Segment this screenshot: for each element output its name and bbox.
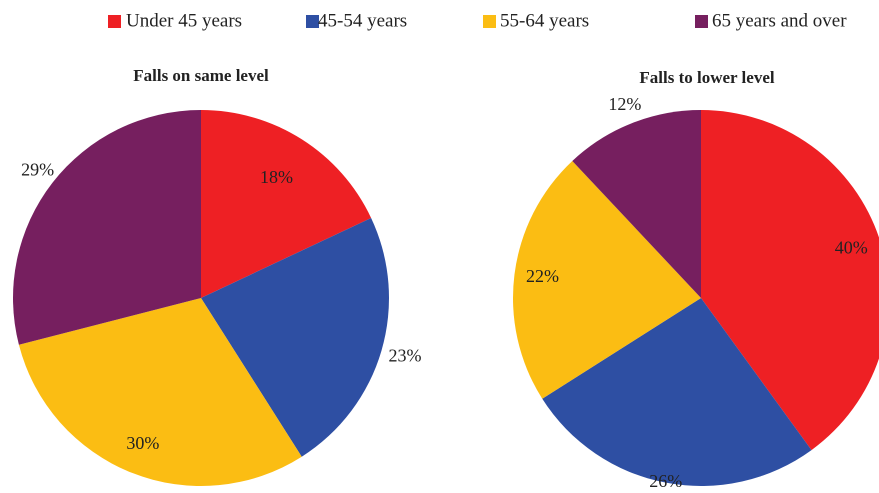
data-label: 12%	[608, 94, 641, 114]
legend-swatch	[483, 15, 496, 28]
data-label: 22%	[526, 266, 559, 286]
pie-slice	[201, 110, 372, 298]
pie-slice	[513, 160, 701, 399]
pie-slice	[13, 110, 201, 345]
pie-slice	[572, 110, 701, 298]
data-label: 30%	[126, 433, 159, 453]
data-label: 40%	[835, 237, 868, 257]
legend-swatch	[695, 15, 708, 28]
chart-title: Falls to lower level	[639, 68, 774, 87]
legend-label: 45-54 years	[318, 10, 407, 31]
pie-slice	[542, 298, 812, 486]
pie-slice	[701, 110, 879, 451]
legend-label: 65 years and over	[712, 10, 847, 31]
legend-label: Under 45 years	[126, 10, 242, 31]
legend-label: 55-64 years	[500, 10, 589, 31]
data-label: 29%	[21, 159, 54, 179]
chart-title: Falls on same level	[133, 66, 269, 85]
legend-swatch	[108, 15, 121, 28]
data-label: 23%	[389, 345, 422, 365]
pie-slice	[201, 217, 389, 457]
legend-swatch	[306, 15, 319, 28]
data-label: 26%	[649, 471, 682, 491]
pie-slice	[18, 298, 302, 486]
data-label: 18%	[260, 167, 293, 187]
